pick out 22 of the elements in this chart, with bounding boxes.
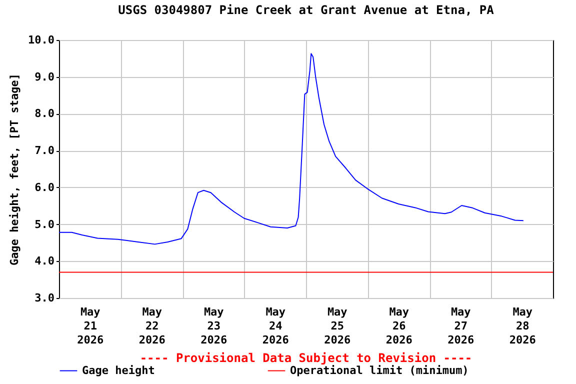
- y-tick-label: 4.0: [34, 254, 54, 268]
- x-tick-label: May 28 2026: [509, 306, 536, 346]
- text: ---- Provisional Data Subject to Revision ----: [140, 351, 472, 365]
- x-tick-label: May 25 2026: [324, 306, 351, 346]
- x-tick-label: May 26 2026: [386, 306, 413, 346]
- y-tick-label: 5.0: [34, 218, 54, 231]
- y-tick-label: 9.0: [34, 70, 54, 84]
- legend-label: Gage height: [82, 364, 155, 377]
- x-tick-label: May 24 2026: [262, 306, 290, 346]
- line-series: [58, 53, 524, 245]
- y-tick-label: 6.0: [34, 180, 54, 194]
- x-tick-label: May 22 2026: [138, 306, 166, 346]
- x-tick-label: May 23 2026: [200, 306, 228, 346]
- y-tick-label: 10.0: [28, 34, 54, 46]
- y-tick-label: 3.0: [34, 292, 54, 304]
- y-tick-label: 8.0: [34, 107, 54, 120]
- x-tick-label: May 21 2026: [77, 306, 104, 346]
- chart-title: USGS 03049807 Pine Creek at Grant Avenue at Etna, PA: [118, 3, 495, 17]
- y-axis-title: Gage height, feet, [PT stage]: [8, 73, 22, 266]
- legend-label: Operational limit (minimum): [290, 364, 469, 377]
- y-tick-label: 7.0: [34, 144, 54, 158]
- x-tick-label: May 27 2026: [448, 306, 474, 346]
